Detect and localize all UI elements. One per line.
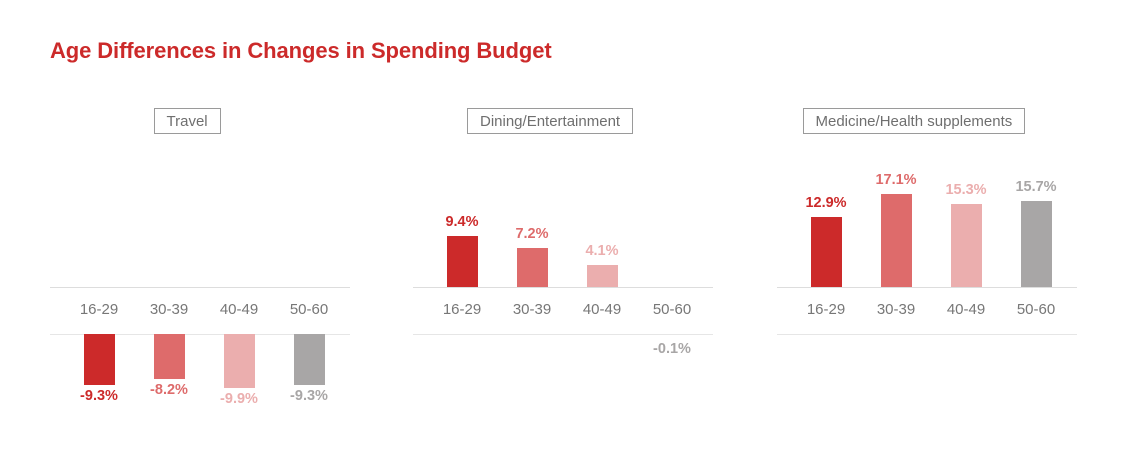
age-group-label: 40-49: [946, 301, 986, 318]
chart-title-box: Travel: [153, 108, 221, 134]
bar-40-49: [586, 264, 618, 287]
bar-16-29: [810, 216, 842, 287]
data-label: 15.3%: [945, 181, 987, 198]
data-label: 9.4%: [445, 213, 479, 230]
bar-50-60: [293, 334, 325, 385]
age-group-label: 50-60: [1016, 301, 1056, 318]
bar-30-39: [153, 334, 185, 379]
axis-line-top: [413, 287, 713, 288]
data-label: 12.9%: [805, 194, 847, 211]
age-group-label: 50-60: [652, 301, 692, 318]
data-label: 15.7%: [1015, 179, 1057, 196]
chart-title-box: Dining/Entertainment: [467, 108, 634, 134]
age-group-label: 40-49: [582, 301, 622, 318]
data-label: -9.3%: [290, 387, 328, 404]
data-label: 4.1%: [585, 242, 619, 259]
chart-panel-dining-entertainment: Dining/Entertainment 16-29 9.4% 30-39 7.2% 40…: [413, 0, 713, 468]
bar-16-29: [446, 235, 478, 287]
data-label: -9.9%: [220, 390, 258, 407]
age-group-label: 30-39: [149, 301, 189, 318]
age-group-label: 16-29: [442, 301, 482, 318]
age-group-label: 30-39: [876, 301, 916, 318]
data-label: -0.1%: [653, 341, 691, 357]
data-label: 7.2%: [515, 225, 549, 242]
data-label: -8.2%: [150, 381, 188, 398]
age-group-label: 40-49: [219, 301, 259, 318]
chart-title-box: Medicine/Health supplements: [802, 108, 1026, 134]
bar-30-39: [880, 193, 912, 287]
data-label: 17.1%: [875, 171, 917, 188]
axis-line-top: [777, 287, 1077, 288]
page-title: Age Differences in Changes in Spending B…: [50, 38, 552, 63]
bar-16-29: [83, 334, 115, 385]
age-group-label: 30-39: [512, 301, 552, 318]
age-group-label: 16-29: [806, 301, 846, 318]
data-label: -9.3%: [80, 387, 118, 404]
bar-40-49: [223, 334, 255, 388]
age-group-label: 16-29: [79, 301, 119, 318]
bar-50-60: [1020, 201, 1052, 287]
axis-line-bottom: [777, 334, 1077, 335]
bar-30-39: [516, 247, 548, 287]
chart-panel-travel: Travel 16-29 -9.3% 30-39 -8.2% 40-49 -9.9% 50-6…: [50, 0, 350, 468]
axis-line-bottom: [50, 334, 350, 335]
age-group-label: 50-60: [289, 301, 329, 318]
axis-line-top: [50, 287, 350, 288]
axis-line-bottom: [413, 334, 713, 335]
bar-40-49: [950, 203, 982, 287]
chart-panel-medicine-health-supplements: Medicine/Health supplements 16-29 12.9% 30-…: [777, 0, 1077, 468]
